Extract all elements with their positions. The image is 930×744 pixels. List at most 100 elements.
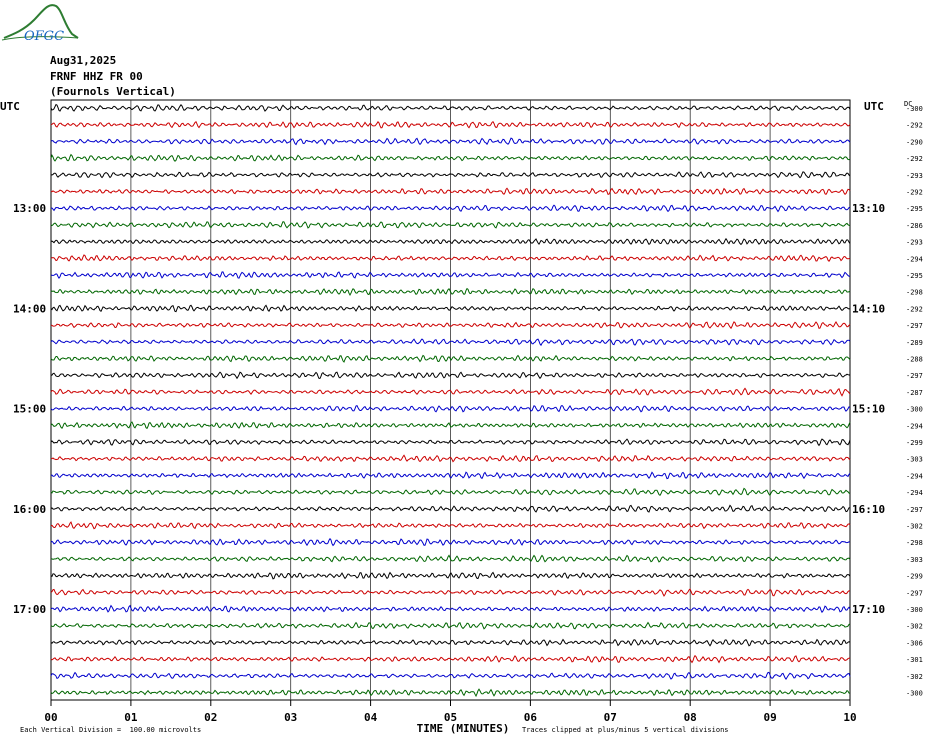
left-hour-label: 14:00 bbox=[13, 302, 46, 315]
dc-offset-label: -299 bbox=[906, 439, 923, 447]
trace-line-9 bbox=[50, 237, 851, 246]
dc-offset-label: -288 bbox=[906, 356, 923, 364]
dc-offset-label: -298 bbox=[906, 539, 923, 547]
trace-line-11 bbox=[50, 271, 850, 279]
trace-line-18 bbox=[50, 387, 851, 397]
trace-line-6 bbox=[50, 187, 851, 196]
x-tick-label: 02 bbox=[204, 711, 217, 724]
dc-offset-label: -287 bbox=[906, 389, 923, 397]
trace-line-32 bbox=[50, 621, 851, 630]
x-tick-label: 03 bbox=[284, 711, 297, 724]
dc-offset-label: -302 bbox=[906, 623, 923, 631]
dc-offset-label: -300 bbox=[906, 606, 923, 614]
x-tick-label: 09 bbox=[763, 711, 776, 724]
dc-offset-label: -294 bbox=[906, 422, 923, 430]
dc-column-label: DC bbox=[904, 100, 912, 108]
trace-line-25 bbox=[50, 504, 851, 513]
trace-line-34 bbox=[50, 654, 851, 664]
trace-line-12 bbox=[50, 287, 851, 297]
station-code: FRNF HHZ FR 00 bbox=[50, 70, 143, 83]
dc-offset-label: -300 bbox=[906, 406, 923, 414]
dc-offset-label: -299 bbox=[906, 573, 923, 581]
trace-line-10 bbox=[50, 254, 851, 262]
trace-line-24 bbox=[50, 487, 851, 497]
trace-line-14 bbox=[50, 321, 851, 330]
right-hour-label: 14:10 bbox=[852, 302, 885, 315]
plot-date: Aug31,2025 bbox=[50, 54, 117, 67]
dc-offset-label: -297 bbox=[906, 322, 923, 330]
label-group: 00 01 02 03 04 05 06 07 08 09 10 -300 -292 -290 -292 -2… bbox=[0, 100, 923, 735]
trace-line-35 bbox=[50, 671, 851, 680]
dc-offset-label: -298 bbox=[906, 289, 923, 297]
dc-offset-label: -306 bbox=[906, 639, 923, 647]
trace-line-13 bbox=[50, 304, 851, 313]
left-hour-label: 16:00 bbox=[13, 503, 46, 516]
x-tick-label: 00 bbox=[44, 711, 57, 724]
right-hour-label: 15:10 bbox=[852, 403, 885, 416]
dc-offset-label: -290 bbox=[906, 138, 923, 146]
dc-offset-label: -301 bbox=[906, 656, 923, 664]
dc-offset-label: -289 bbox=[906, 339, 923, 347]
trace-line-7 bbox=[50, 204, 851, 213]
dc-offset-label: -300 bbox=[906, 690, 923, 698]
left-utc-label: UTC bbox=[0, 100, 20, 113]
x-axis-title: TIME (MINUTES) bbox=[417, 722, 510, 735]
ofgc-logo: OFGC bbox=[1, 4, 79, 44]
dc-offset-label: -303 bbox=[906, 456, 923, 464]
left-hour-label: 15:00 bbox=[13, 403, 46, 416]
trace-line-30 bbox=[50, 588, 851, 597]
x-tick-label: 01 bbox=[124, 711, 138, 724]
dc-offset-label: -295 bbox=[906, 205, 923, 213]
trace-line-31 bbox=[50, 604, 851, 614]
right-hour-label: 17:10 bbox=[852, 603, 885, 616]
clip-note: Traces clipped at plus/minus 5 vertical … bbox=[522, 726, 729, 734]
trace-line-26 bbox=[50, 521, 851, 530]
x-tick-label: 10 bbox=[843, 711, 856, 724]
trace-line-8 bbox=[50, 221, 851, 229]
trace-line-17 bbox=[50, 371, 851, 380]
dc-offset-label: -297 bbox=[906, 589, 923, 597]
trace-line-20 bbox=[50, 421, 851, 430]
left-hour-label: 13:00 bbox=[13, 202, 46, 215]
trace-line-33 bbox=[50, 638, 851, 647]
dc-offset-label: -294 bbox=[906, 255, 923, 263]
logo-text: OFGC bbox=[24, 29, 64, 44]
x-tick-label: 08 bbox=[684, 711, 697, 724]
trace-line-4 bbox=[50, 153, 851, 162]
dc-offset-label: -293 bbox=[906, 172, 923, 180]
grid bbox=[50, 99, 851, 706]
trace-line-22 bbox=[50, 454, 851, 463]
dc-offset-label: -292 bbox=[906, 189, 923, 197]
x-tick-label: 07 bbox=[604, 711, 617, 724]
dc-offset-label: -300 bbox=[906, 105, 923, 113]
x-tick-label: 06 bbox=[524, 711, 538, 724]
right-hour-label: 16:10 bbox=[852, 503, 885, 516]
trace-line-15 bbox=[50, 338, 851, 347]
trace-line-2 bbox=[50, 120, 851, 129]
right-hour-label: 13:10 bbox=[852, 202, 885, 215]
dc-offset-label: -302 bbox=[906, 523, 923, 531]
trace-line-28 bbox=[51, 554, 851, 563]
mountain-logo-icon bbox=[3, 4, 79, 39]
trace-line-23 bbox=[50, 471, 851, 480]
x-tick-label: 05 bbox=[444, 711, 457, 724]
dc-offset-label: -297 bbox=[906, 506, 923, 514]
x-tick-label: 04 bbox=[364, 711, 378, 724]
right-utc-label: UTC bbox=[864, 100, 884, 113]
trace-line-16 bbox=[50, 354, 851, 363]
scale-note: Each Vertical Division = 100.00 microvol… bbox=[20, 726, 202, 734]
dc-offset-label: -302 bbox=[906, 673, 923, 681]
trace-line-29 bbox=[50, 571, 851, 580]
trace-line-5 bbox=[50, 171, 851, 179]
dc-offset-label: -294 bbox=[906, 472, 923, 480]
trace-line-1 bbox=[50, 103, 851, 112]
dc-offset-label: -286 bbox=[906, 222, 923, 230]
dc-offset-label: -292 bbox=[906, 122, 923, 130]
dc-offset-label: -293 bbox=[906, 239, 923, 247]
dc-offset-label: -303 bbox=[906, 556, 923, 564]
dc-offset-label: -292 bbox=[906, 305, 923, 313]
trace-line-3 bbox=[50, 137, 851, 146]
trace-line-36 bbox=[50, 688, 851, 698]
trace-line-21 bbox=[50, 438, 851, 447]
